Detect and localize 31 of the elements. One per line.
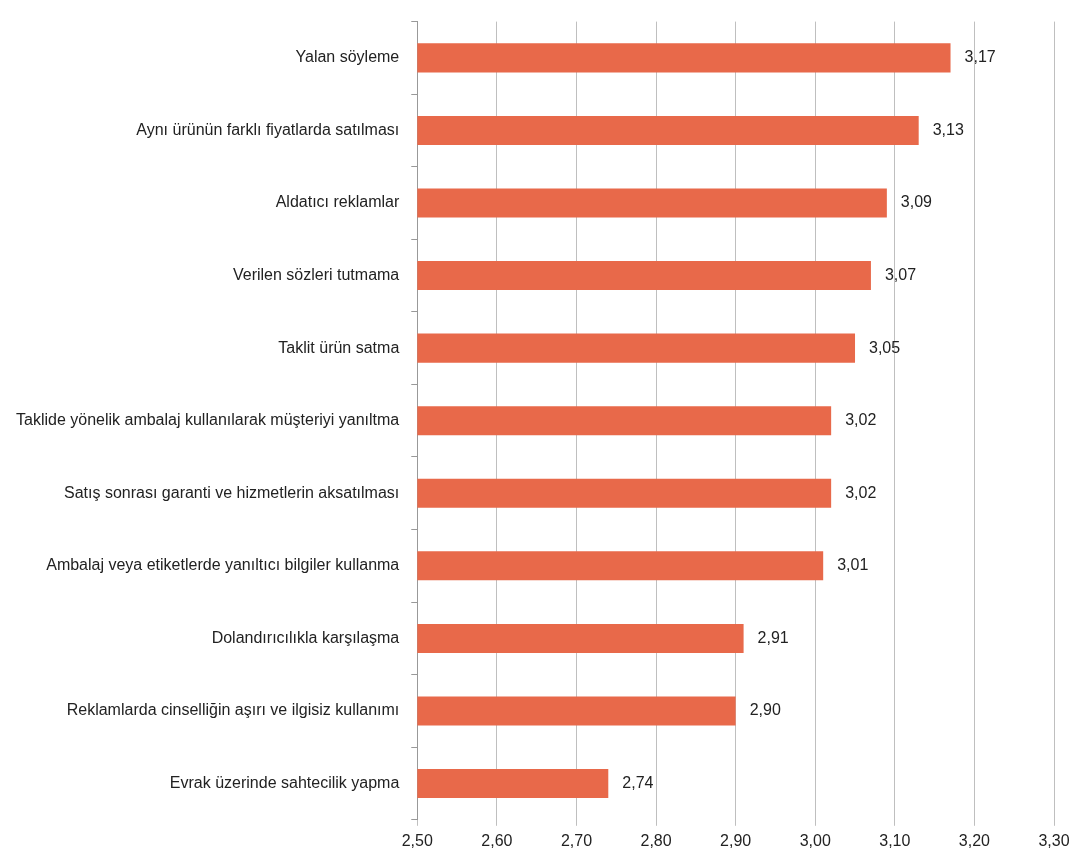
y-tick-label: Evrak üzerinde sahtecilik yapma xyxy=(169,773,400,791)
data-label: 2,90 xyxy=(749,701,781,719)
x-tick-label: 2,50 xyxy=(401,831,433,849)
y-tick-label: Ambalaj veya etiketlerde yanıltıcı bilgiler kullanma xyxy=(46,556,400,574)
y-tick-label: Aldatıcı reklamlar xyxy=(275,193,400,211)
y-tick-label: Reklamlarda cinselliğin aşırı ve ilgisiz kullanımı xyxy=(66,701,400,719)
x-tick-label: 3,10 xyxy=(879,831,911,849)
data-label: 3,02 xyxy=(845,411,877,429)
data-label: 3,09 xyxy=(900,193,933,211)
data-label: 3,17 xyxy=(964,48,996,66)
y-tick-label: Taklide yönelik ambalaj kullanılarak müşteriyi yanıltma xyxy=(15,411,400,429)
x-tick-label: 3,00 xyxy=(799,831,831,849)
data-label: 3,02 xyxy=(845,483,877,501)
y-tick-label: Verilen sözleri tutmama xyxy=(232,265,400,283)
x-tick-label: 2,60 xyxy=(481,831,513,849)
y-tick-label: Aynı ürünün farklı fiyatlarda satılması xyxy=(136,120,400,138)
data-label: 3,01 xyxy=(837,556,869,574)
x-tick-label: 3,20 xyxy=(958,831,991,849)
data-label: 3,05 xyxy=(869,338,901,356)
data-label: 2,91 xyxy=(757,628,789,646)
y-tick-label: Yalan söyleme xyxy=(295,48,400,66)
x-tick-label: 2,70 xyxy=(560,831,593,849)
y-tick-label: Dolandırıcılıkla karşılaşma xyxy=(211,628,400,646)
x-tick-label: 3,30 xyxy=(1038,831,1070,849)
x-tick-label: 2,90 xyxy=(720,831,752,849)
y-tick-label: Satış sonrası garanti ve hizmetlerin aksatılması xyxy=(64,483,400,501)
data-label: 3,07 xyxy=(884,265,917,283)
x-tick-label: 2,80 xyxy=(640,831,672,849)
data-label: 3,13 xyxy=(932,120,964,138)
data-label: 2,74 xyxy=(622,773,654,791)
y-tick-label: Taklit ürün satma xyxy=(278,338,400,356)
